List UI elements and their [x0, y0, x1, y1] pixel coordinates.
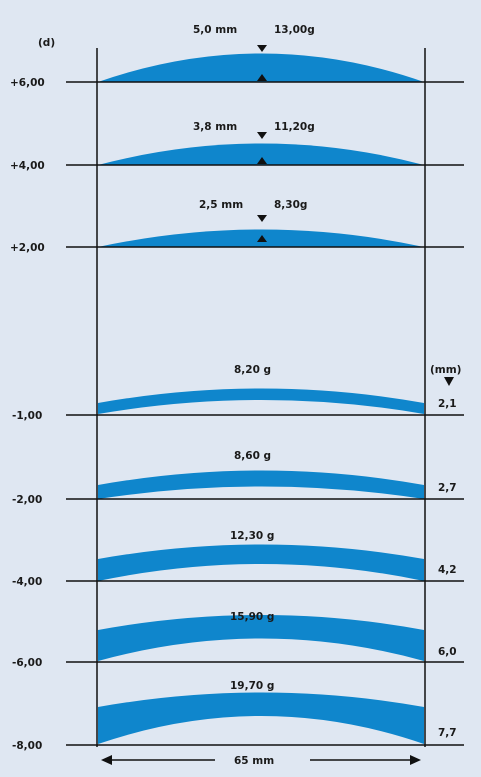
plus-lens-1-bottom-arrow-icon	[257, 74, 267, 81]
width-dimension: 65 mm	[101, 755, 421, 767]
minus-lens-1: -1,00 8,20 g 2,1	[12, 364, 464, 422]
minus-lens-4-weight: 15,90 g	[230, 611, 274, 623]
plus-lens-3-thickness: 2,5 mm	[199, 199, 243, 211]
plus-lens-3: +2,00 2,5 mm 8,30g	[10, 199, 464, 254]
minus-lens-3-weight: 12,30 g	[230, 530, 274, 542]
minus-lens-group: -1,00 8,20 g 2,1 -2,00 8,60 g 2,7 -4,00 …	[12, 364, 464, 752]
minus-lens-4-shape	[98, 615, 424, 661]
width-label: 65 mm	[234, 755, 274, 767]
plus-lens-1-shape	[98, 53, 424, 82]
plus-lens-3-top-arrow-icon	[257, 215, 267, 222]
plus-lens-2-thickness: 3,8 mm	[193, 121, 237, 133]
plus-lens-2-power: +4,00	[10, 160, 45, 172]
minus-lens-4: -6,00 15,90 g 6,0	[12, 611, 464, 669]
minus-lens-5-power: -8,00	[12, 740, 42, 752]
plus-lens-2: +4,00 3,8 mm 11,20g	[10, 121, 464, 172]
minus-lens-1-edge: 2,1	[438, 398, 457, 410]
minus-lens-4-edge: 6,0	[438, 646, 457, 658]
plus-lens-3-weight: 8,30g	[274, 199, 307, 211]
plus-lens-2-top-arrow-icon	[257, 132, 267, 139]
plus-lens-3-bottom-arrow-icon	[257, 235, 267, 242]
minus-lens-3: -4,00 12,30 g 4,2	[12, 530, 464, 588]
plus-lens-1-weight: 13,00g	[274, 24, 315, 36]
plus-lens-2-bottom-arrow-icon	[257, 157, 267, 164]
minus-lens-3-power: -4,00	[12, 576, 42, 588]
minus-lens-4-power: -6,00	[12, 657, 42, 669]
plus-lens-1: +6,00 5,0 mm 13,00g	[10, 24, 464, 89]
power-unit-label: (d)	[38, 37, 55, 49]
minus-lens-2-edge: 2,7	[438, 482, 457, 494]
width-right-arrow-icon	[410, 755, 421, 765]
minus-lens-3-edge: 4,2	[438, 564, 457, 576]
plus-lens-group: +6,00 5,0 mm 13,00g +4,00 3,8 mm 11,20g …	[10, 24, 464, 254]
plus-lens-3-power: +2,00	[10, 242, 45, 254]
minus-lens-5: -8,00 19,70 g 7,7	[12, 680, 464, 752]
width-left-arrow-icon	[101, 755, 112, 765]
plus-lens-2-weight: 11,20g	[274, 121, 315, 133]
plus-lens-2-shape	[98, 143, 424, 165]
thickness-down-arrow-icon	[444, 377, 454, 386]
thickness-unit-label: (mm)	[430, 364, 461, 376]
minus-lens-1-shape	[98, 388, 424, 414]
plus-lens-1-thickness: 5,0 mm	[193, 24, 237, 36]
minus-lens-5-edge: 7,7	[438, 727, 457, 739]
plus-lens-1-power: +6,00	[10, 77, 45, 89]
minus-lens-1-weight: 8,20 g	[234, 364, 271, 376]
minus-lens-3-shape	[98, 544, 424, 581]
plus-lens-1-top-arrow-icon	[257, 45, 267, 52]
minus-lens-1-power: -1,00	[12, 410, 42, 422]
minus-lens-2-power: -2,00	[12, 494, 42, 506]
minus-lens-5-weight: 19,70 g	[230, 680, 274, 692]
minus-lens-2-shape	[98, 470, 424, 499]
minus-lens-2-weight: 8,60 g	[234, 450, 271, 462]
minus-lens-2: -2,00 8,60 g 2,7	[12, 450, 464, 506]
minus-lens-5-shape	[98, 692, 424, 744]
